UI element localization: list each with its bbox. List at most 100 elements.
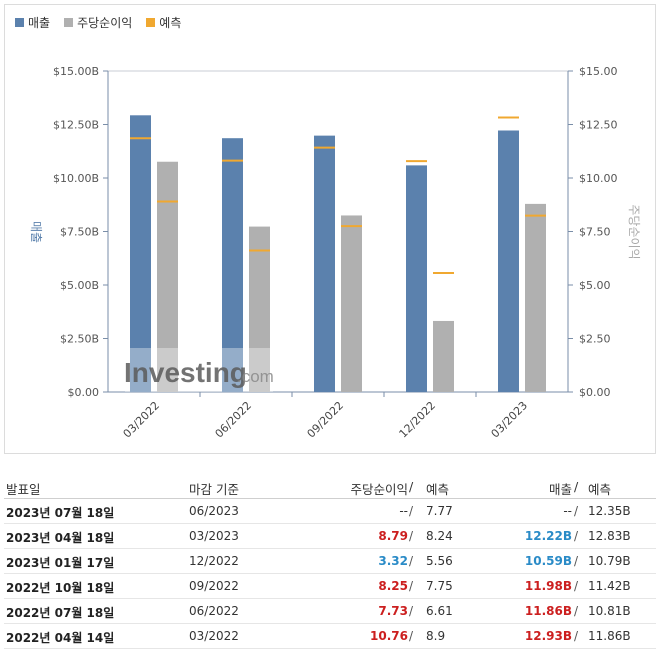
x-tick-label: 09/2022 xyxy=(305,399,347,441)
header-rev-sep: / xyxy=(574,479,579,494)
left-tick-label: $15.00B xyxy=(53,65,99,78)
left-tick-label: $0.00 xyxy=(68,386,100,399)
row-date: 2022년 07월 18일 xyxy=(6,606,115,620)
header-revenue-forecast[interactable]: 예측 xyxy=(588,482,612,497)
revenue-swatch xyxy=(15,18,24,27)
row-date: 2022년 04월 14일 xyxy=(6,631,115,645)
row-revenue-forecast: 10.81B xyxy=(588,604,631,618)
row-eps-sep: / xyxy=(409,554,414,568)
row-eps: 8.79 xyxy=(378,529,408,543)
header-eps[interactable]: 주당순이익 xyxy=(350,482,408,497)
left-tick-label: $10.00B xyxy=(53,172,99,185)
row-eps: 8.25 xyxy=(378,579,408,593)
row-eps: 10.76 xyxy=(370,629,408,643)
row-revenue: 11.86B xyxy=(524,604,572,618)
row-date: 2023년 04월 18일 xyxy=(6,531,115,545)
right-axis-title: 주당순이익 xyxy=(627,204,641,259)
row-eps: -- xyxy=(399,504,408,518)
eps-bar xyxy=(157,161,178,392)
row-revenue-forecast: 12.83B xyxy=(588,529,631,543)
row-eps-sep: / xyxy=(409,579,414,593)
left-axis-title: 매출 xyxy=(29,221,43,243)
row-date: 2023년 01월 17일 xyxy=(6,556,115,570)
row-date: 2023년 07월 18일 xyxy=(6,506,115,520)
row-rev-sep: / xyxy=(574,579,579,593)
row-revenue: -- xyxy=(563,504,572,518)
row-eps-forecast: 5.56 xyxy=(426,554,453,568)
eps-swatch xyxy=(64,18,74,27)
watermark-logo-suffix: .com xyxy=(237,367,274,386)
revenue-bar xyxy=(222,138,243,392)
eps-bar xyxy=(249,226,270,392)
header-eps-sep: / xyxy=(409,479,414,494)
earnings-chart: 매출 주당순이익 예측 $0.00 $2.50B $5.00B $7.50B $10.0… xyxy=(4,4,656,454)
right-tick-label: $10.00 xyxy=(579,172,618,185)
eps-bar xyxy=(525,203,546,392)
row-eps-sep: / xyxy=(409,629,414,643)
legend-item-forecast[interactable]: 예측 xyxy=(146,14,181,31)
row-eps-forecast: 8.24 xyxy=(426,529,453,543)
row-revenue-forecast: 11.86B xyxy=(588,629,631,643)
row-rev-sep: / xyxy=(574,604,579,618)
row-rev-sep: / xyxy=(574,504,579,518)
row-rev-sep: / xyxy=(574,529,579,543)
legend-revenue-label: 매출 xyxy=(28,16,51,30)
x-tick-label: 03/2022 xyxy=(121,399,163,441)
eps-bar xyxy=(433,320,454,392)
legend-eps-label: 주당순이익 xyxy=(77,16,133,30)
header-period[interactable]: 마감 기준 xyxy=(189,482,239,497)
row-revenue-forecast: 10.79B xyxy=(588,554,631,568)
eps-bar xyxy=(341,215,362,392)
x-tick-label: 06/2022 xyxy=(213,399,255,441)
row-eps-forecast: 8.9 xyxy=(426,629,446,643)
row-eps-forecast: 7.77 xyxy=(426,504,453,518)
row-period: 06/2022 xyxy=(189,604,239,618)
row-revenue: 10.59B xyxy=(524,554,572,568)
right-tick-label: $15.00 xyxy=(579,65,618,78)
row-eps-forecast: 7.75 xyxy=(426,579,453,593)
row-revenue-forecast: 12.35B xyxy=(588,504,631,518)
row-date: 2022년 10월 18일 xyxy=(6,581,115,595)
row-period: 03/2023 xyxy=(189,529,239,543)
right-tick-label: $0.00 xyxy=(579,386,611,399)
table-row: 2023년 04월 18일 03/2023 8.79/8.24 12.22B/12.8… xyxy=(4,524,656,549)
left-tick-label: $7.50B xyxy=(60,226,99,239)
row-revenue-forecast: 11.42B xyxy=(588,579,631,593)
row-rev-sep: / xyxy=(574,629,579,643)
legend-item-revenue[interactable]: 매출 xyxy=(15,14,50,31)
revenue-bar xyxy=(130,115,151,392)
left-tick-label: $2.50B xyxy=(60,333,99,346)
revenue-bar xyxy=(498,130,519,392)
table-row: 2022년 07월 18일 06/2022 7.73/6.61 11.86B/10.8… xyxy=(4,599,656,624)
row-revenue: 12.93B xyxy=(524,629,572,643)
row-eps: 3.32 xyxy=(378,554,408,568)
row-period: 06/2023 xyxy=(189,504,239,518)
row-rev-sep: / xyxy=(574,554,579,568)
earnings-table: 발표일 마감 기준 주당순이익 / 예측 매출 / 예측 2023년 07월 1… xyxy=(4,474,656,649)
chart-legend: 매출 주당순이익 예측 xyxy=(15,14,181,31)
watermark-logo: Investing xyxy=(124,357,247,388)
row-eps: 7.73 xyxy=(378,604,408,618)
table-row: 2023년 07월 18일 06/2023 --/7.77 --/12.35B xyxy=(4,499,656,524)
left-tick-label: $5.00B xyxy=(60,279,99,292)
legend-forecast-label: 예측 xyxy=(159,16,182,30)
table-row: 2023년 01월 17일 12/2022 3.32/5.56 10.59B/10.7… xyxy=(4,549,656,574)
legend-item-eps[interactable]: 주당순이익 xyxy=(64,14,132,31)
header-revenue[interactable]: 매출 xyxy=(548,482,572,497)
table-header-row: 발표일 마감 기준 주당순이익 / 예측 매출 / 예측 xyxy=(4,474,656,499)
right-tick-label: $7.50 xyxy=(579,226,611,239)
left-tick-label: $12.50B xyxy=(53,119,99,132)
right-tick-label: $12.50 xyxy=(579,119,618,132)
row-period: 12/2022 xyxy=(189,554,239,568)
header-date[interactable]: 발표일 xyxy=(6,482,41,497)
row-eps-sep: / xyxy=(409,529,414,543)
row-eps-sep: / xyxy=(409,604,414,618)
x-tick-label: 03/2023 xyxy=(489,399,531,441)
x-tick-label: 12/2022 xyxy=(397,399,439,441)
table-body: 2023년 07월 18일 06/2023 --/7.77 --/12.35B 2023… xyxy=(4,499,656,649)
header-eps-forecast[interactable]: 예측 xyxy=(426,482,450,497)
right-tick-label: $5.00 xyxy=(579,279,611,292)
revenue-bar xyxy=(314,135,335,393)
right-tick-label: $2.50 xyxy=(579,333,611,346)
row-eps-forecast: 6.61 xyxy=(426,604,453,618)
